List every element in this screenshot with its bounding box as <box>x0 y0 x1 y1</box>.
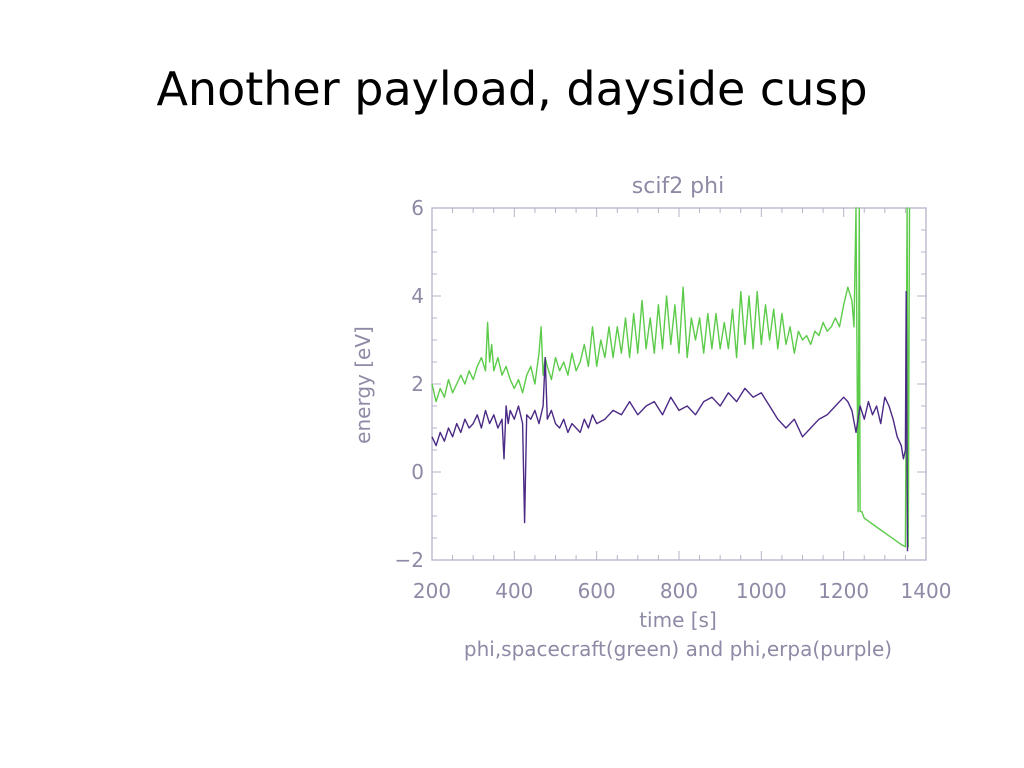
x-tick-label: 400 <box>495 579 533 603</box>
y-tick-label: 6 <box>411 196 424 220</box>
y-tick-label: 2 <box>411 372 424 396</box>
x-tick-label: 800 <box>660 579 698 603</box>
chart-caption: phi,spacecraft(green) and phi,erpa(purpl… <box>464 637 892 661</box>
x-axis-label: time [s] <box>639 608 717 632</box>
y-tick-label: −2 <box>395 548 424 572</box>
y-axis-label: energy [eV] <box>351 326 375 444</box>
chart-title: scif2 phi <box>632 174 724 199</box>
tick-labels: 200 400 600 800 1000 1200 1400 −2 0 2 4 6 <box>395 196 952 603</box>
x-tick-label: 1200 <box>818 579 869 603</box>
slide-title: Another payload, dayside cusp <box>156 62 868 116</box>
y-tick-label: 0 <box>411 460 424 484</box>
series-line-purple <box>431 290 909 552</box>
x-tick-label: 1400 <box>901 579 952 603</box>
x-tick-label: 600 <box>578 579 616 603</box>
x-tick-label: 200 <box>413 579 451 603</box>
y-tick-label: 4 <box>411 284 424 308</box>
series-lines <box>431 207 911 552</box>
series-line-green <box>431 207 911 548</box>
axes <box>431 207 927 561</box>
plot-frame <box>431 207 927 561</box>
x-tick-label: 1000 <box>736 579 787 603</box>
